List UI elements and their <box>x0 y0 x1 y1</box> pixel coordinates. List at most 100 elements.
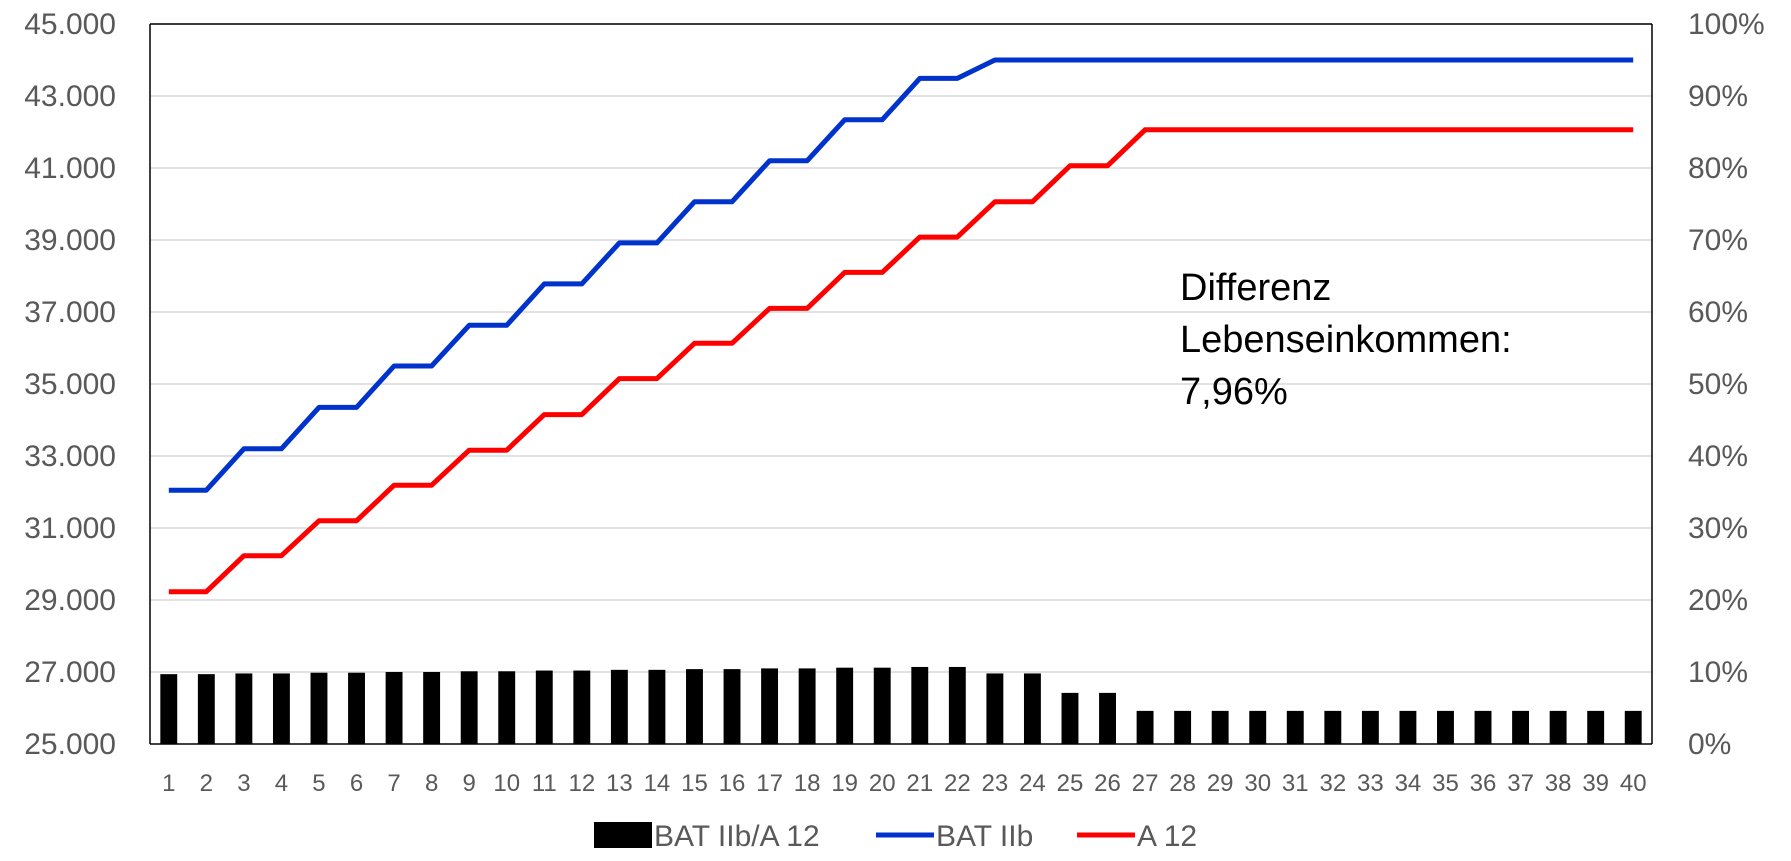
x-tick-label: 17 <box>756 770 783 797</box>
y-right-tick-label: 10% <box>1688 656 1748 689</box>
annotation-line: Differenz <box>1180 267 1331 309</box>
y-left-tick-label: 39.000 <box>24 224 116 257</box>
bar-33 <box>1361 710 1379 744</box>
bar-24 <box>1023 673 1041 744</box>
bar-37 <box>1512 710 1530 744</box>
y-right-tick-label: 0% <box>1688 728 1731 761</box>
x-tick-label: 28 <box>1169 770 1196 797</box>
bar-27 <box>1136 710 1154 744</box>
bar-35 <box>1437 710 1454 744</box>
x-tick-label: 27 <box>1132 770 1159 797</box>
bar-series <box>160 666 1642 744</box>
axes <box>149 23 1653 745</box>
bar-13 <box>610 669 628 744</box>
bar-19 <box>836 667 854 744</box>
x-tick-label: 23 <box>982 770 1009 797</box>
x-tick-label: 30 <box>1244 770 1271 797</box>
x-tick-label: 19 <box>831 770 858 797</box>
x-axis-ticks: 1 2 3 4 5 6 7 8 9 10 11 12 13 14 15 16 17 18 19 20 21 22 23 24 2… <box>162 770 1646 797</box>
y-right-tick-label: 90% <box>1688 80 1748 113</box>
bar-20 <box>873 667 891 744</box>
bar-32 <box>1324 710 1342 744</box>
x-tick-label: 40 <box>1620 770 1647 797</box>
x-tick-label: 32 <box>1319 770 1346 797</box>
legend: BAT IIb/A 12 BAT IIb A 12 <box>594 820 1197 853</box>
x-tick-label: 36 <box>1470 770 1497 797</box>
x-tick-label: 12 <box>568 770 595 797</box>
line-series <box>168 57 1634 595</box>
y-right-tick-label: 70% <box>1688 224 1748 257</box>
x-tick-label: 11 <box>532 770 557 797</box>
bar-40 <box>1624 710 1642 744</box>
x-tick-label: 15 <box>681 770 708 797</box>
bar-36 <box>1474 710 1492 744</box>
annotation-line: 7,96% <box>1180 371 1288 413</box>
bar-2 <box>197 674 215 744</box>
x-tick-label: 25 <box>1057 770 1084 797</box>
y-axis-right-ticks: 0% 10% 20% 30% 40% 50% 60% 70% 80% 90% 100% <box>1688 8 1765 761</box>
y-right-tick-label: 20% <box>1688 584 1748 617</box>
x-tick-label: 3 <box>237 770 250 797</box>
x-tick-label: 38 <box>1545 770 1572 797</box>
x-tick-label: 4 <box>275 770 288 797</box>
legend-label: BAT IIb <box>936 820 1033 853</box>
bar-10 <box>498 671 516 744</box>
bar-14 <box>648 669 666 744</box>
x-tick-label: 37 <box>1507 770 1534 797</box>
x-tick-label: 1 <box>162 770 175 797</box>
y-right-tick-label: 40% <box>1688 440 1748 473</box>
x-tick-label: 18 <box>794 770 821 797</box>
y-right-tick-label: 30% <box>1688 512 1748 545</box>
y-right-tick-label: 100% <box>1688 8 1765 41</box>
y-right-tick-label: 50% <box>1688 368 1748 401</box>
bar-23 <box>986 673 1004 744</box>
x-tick-label: 31 <box>1282 770 1309 797</box>
y-left-tick-label: 45.000 <box>24 8 116 41</box>
x-tick-label: 20 <box>869 770 896 797</box>
bar-7 <box>385 672 403 744</box>
y-right-tick-label: 60% <box>1688 296 1748 329</box>
y-left-tick-label: 41.000 <box>24 152 116 185</box>
line-series-a-12 <box>168 127 1634 595</box>
y-left-tick-label: 33.000 <box>24 440 116 473</box>
annotation-line: Lebenseinkommen: <box>1180 319 1512 361</box>
x-tick-label: 9 <box>462 770 475 797</box>
y-left-tick-label: 27.000 <box>24 656 116 689</box>
y-axis-left-ticks: 25.000 27.000 29.000 31.000 33.000 35.000 37.0… <box>24 8 116 761</box>
y-right-tick-label: 80% <box>1688 152 1748 185</box>
bar-30 <box>1249 710 1267 744</box>
y-left-tick-label: 35.000 <box>24 368 116 401</box>
x-tick-label: 39 <box>1582 770 1609 797</box>
bar-4 <box>272 673 290 744</box>
annotation-text: Differenz Lebenseinkommen: 7,96% <box>1180 267 1512 413</box>
bar-1 <box>160 674 178 744</box>
y-left-tick-label: 31.000 <box>24 512 116 545</box>
x-tick-label: 35 <box>1432 770 1459 797</box>
bar-29 <box>1211 710 1229 744</box>
bar-22 <box>948 666 966 744</box>
bar-18 <box>798 668 816 744</box>
legend-label: BAT IIb/A 12 <box>654 820 820 853</box>
bar-34 <box>1399 710 1417 744</box>
x-tick-label: 2 <box>200 770 213 797</box>
bar-15 <box>686 669 703 744</box>
bar-28 <box>1174 710 1192 744</box>
y-left-tick-label: 29.000 <box>24 584 116 617</box>
bar-39 <box>1587 710 1605 744</box>
bar-5 <box>310 672 328 744</box>
y-left-tick-label: 37.000 <box>24 296 116 329</box>
bar-16 <box>723 669 741 744</box>
bar-3 <box>235 673 253 744</box>
y-left-tick-label: 43.000 <box>24 80 116 113</box>
x-tick-label: 33 <box>1357 770 1384 797</box>
bar-9 <box>460 671 478 744</box>
x-tick-label: 8 <box>425 770 438 797</box>
x-tick-label: 13 <box>606 770 633 797</box>
x-tick-label: 5 <box>312 770 325 797</box>
x-tick-label: 26 <box>1094 770 1121 797</box>
bar-12 <box>573 670 591 744</box>
x-tick-label: 10 <box>493 770 520 797</box>
x-tick-label: 29 <box>1207 770 1234 797</box>
legend-label: A 12 <box>1137 820 1197 853</box>
